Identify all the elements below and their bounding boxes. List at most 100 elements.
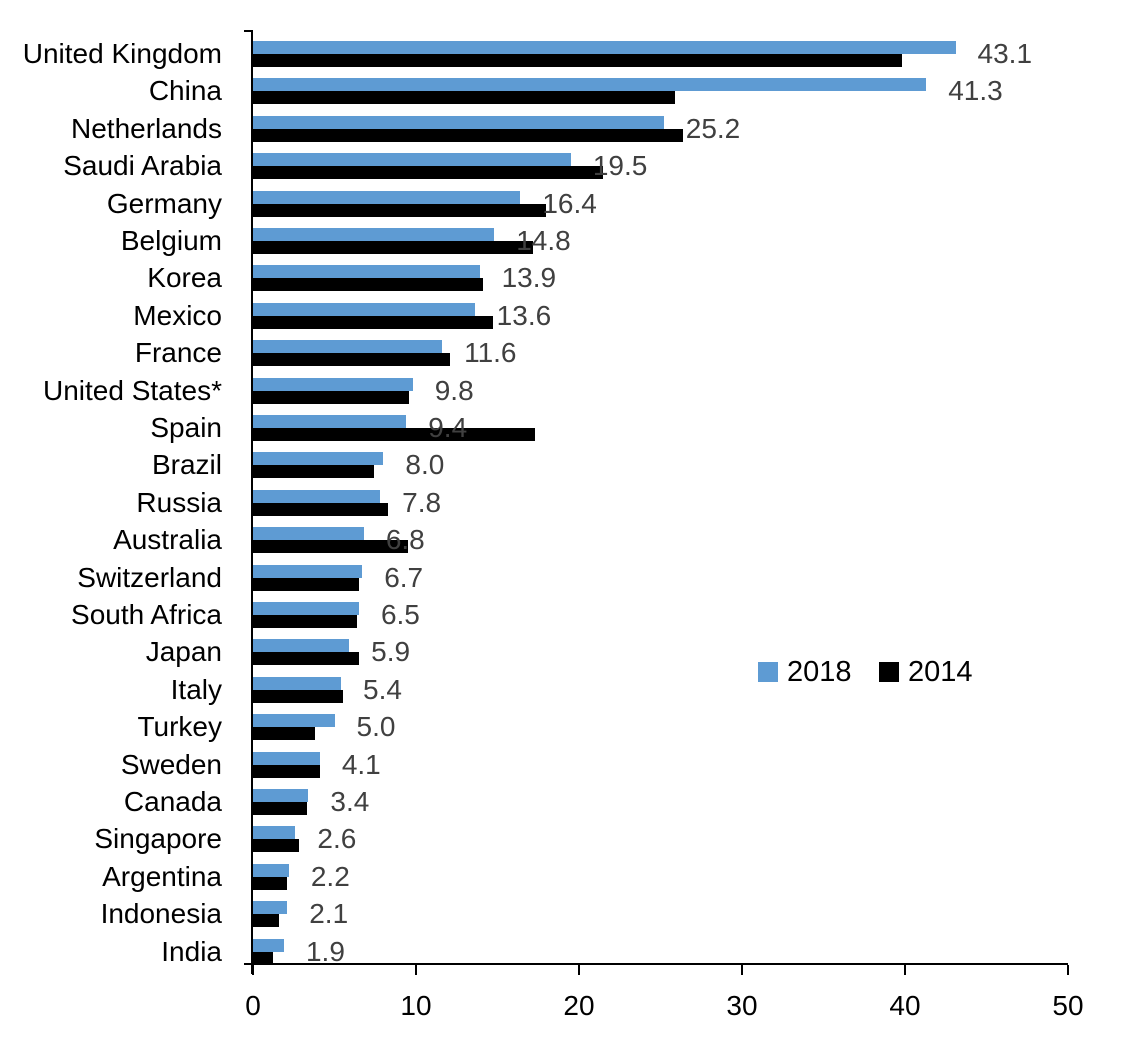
category-label: Singapore [94,823,222,855]
bar-2018 [253,228,495,241]
value-label: 13.9 [501,262,557,294]
category-label: Spain [150,412,222,443]
category-label: Netherlands [71,112,222,144]
value-label: 6.8 [385,524,425,556]
category-label: China [148,75,222,107]
category-label: Australia [113,524,222,556]
legend-swatch-2018 [758,662,778,682]
category-label: Russia [136,486,222,518]
y-axis [251,30,253,974]
bar-2014 [253,540,408,554]
bar-2018 [253,115,664,129]
category-label: Belgium [120,225,222,256]
bar-2014 [253,764,320,778]
bar-2014 [253,914,280,928]
legend-label-2014: 2014 [908,656,973,688]
bar-2018 [253,302,475,316]
value-label: 5.9 [371,636,411,668]
category-label: Indonesia [100,898,222,930]
category-label: Mexico [133,299,222,331]
bar-2014 [253,315,493,329]
x-tick-label: 50 [1052,990,1084,1021]
value-label: 43.1 [977,38,1033,69]
bar-2018 [253,340,443,354]
value-label: 11.6 [464,337,517,369]
bar-2014 [253,876,288,890]
bar-2018 [253,938,284,952]
category-label: Turkey [137,711,222,743]
category-label: United Kingdom [22,38,222,69]
bar-2018 [253,602,359,615]
category-label: India [161,935,222,967]
bar-2014 [253,615,358,628]
bar-2018 [253,901,288,915]
value-label: 6.5 [380,599,420,630]
bar-2018 [253,863,289,877]
category-label: Japan [145,636,222,668]
category-label: Germany [106,187,222,219]
y-axis-top-tick [244,30,252,32]
category-label: Italy [170,673,222,705]
legend-swatch-2014 [879,662,899,682]
bar-2014 [253,951,273,965]
bar-2018 [253,789,309,802]
bar-2014 [253,839,299,853]
value-label: 7.8 [402,486,442,518]
bar-2014 [253,689,343,703]
value-label: 9.8 [434,374,474,406]
category-label: United States* [43,374,222,406]
x-tick-label: 20 [563,990,595,1021]
bar-2018 [253,190,521,204]
bar-2014 [253,166,604,180]
bar-2018 [253,377,413,391]
value-label: 3.4 [330,786,370,817]
bar-2014 [253,802,307,815]
bar-2014 [253,128,684,142]
category-label: Brazil [151,449,222,481]
x-tick-label: 30 [726,990,758,1021]
bar-2018 [253,826,296,840]
value-label: 6.7 [384,561,424,593]
bar-2014 [253,54,902,67]
bar-2014 [253,390,410,404]
category-label: France [134,337,222,369]
value-label: 2.2 [310,860,350,892]
bar-2018 [253,676,342,690]
value-label: 41.3 [948,75,1003,107]
bar-2014 [253,91,676,105]
bar-2018 [253,527,364,541]
bar-2018 [253,153,571,167]
bar-2018 [253,78,927,92]
bar-2018 [253,564,363,578]
value-label: 5.0 [356,711,396,743]
bar-2018 [253,415,407,428]
x-axis-tick [904,965,906,975]
bar-2014 [253,428,535,441]
bar-2014 [253,727,315,741]
category-label: Sweden [120,748,222,780]
category-label: Korea [147,262,222,294]
category-label: Argentina [102,860,222,892]
value-label: 9.4 [428,412,468,443]
value-label: 2.6 [317,823,357,855]
value-label: 1.9 [305,935,345,967]
x-axis-tick [1067,965,1069,975]
bar-2018 [253,489,381,503]
legend-label-2018: 2018 [787,656,852,688]
bar-2014 [253,278,483,292]
bar-2018 [253,639,350,653]
bar-2014 [253,241,534,254]
value-label: 25.2 [685,112,741,144]
category-label: South Africa [71,599,222,630]
value-label: 19.5 [592,150,648,182]
category-label: Switzerland [77,561,222,593]
bar-2018 [253,265,480,279]
x-tick-label: 0 [245,990,261,1021]
x-tick-label: 10 [400,990,432,1021]
x-axis-tick [252,965,254,975]
bar-2014 [253,577,359,591]
bar-2018 [253,714,335,728]
bar-2014 [253,502,389,516]
bar-2014 [253,652,359,666]
